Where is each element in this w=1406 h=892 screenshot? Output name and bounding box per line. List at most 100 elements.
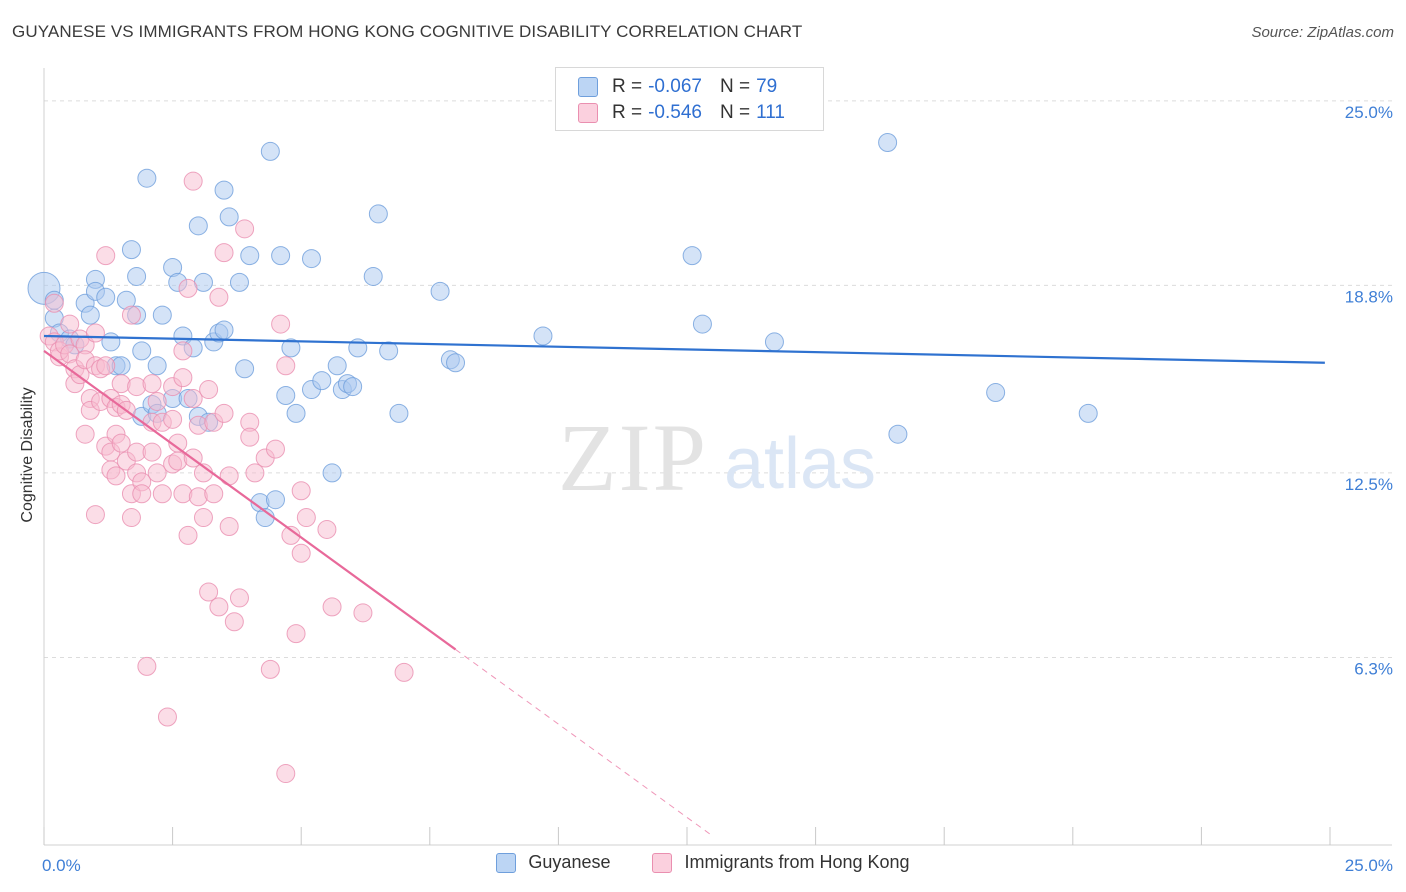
point-hong-kong: [96, 356, 116, 376]
point-guyanese: [219, 207, 239, 227]
point-guyanese: [240, 246, 260, 266]
point-hong-kong: [291, 481, 311, 501]
point-guyanese: [327, 356, 347, 376]
swatch-guyanese: [496, 852, 517, 873]
series-legend: Guyanese Immigrants from Hong Kong: [0, 852, 1406, 873]
point-hong-kong: [296, 508, 316, 528]
legend-label: Immigrants from Hong Kong: [684, 852, 910, 872]
trendline-hong-kong: [43, 349, 457, 651]
point-hong-kong: [219, 466, 239, 486]
point-hong-kong: [353, 603, 373, 623]
point-hong-kong: [286, 624, 306, 644]
point-hong-kong: [199, 582, 219, 602]
point-hong-kong: [188, 415, 208, 435]
point-hong-kong: [142, 374, 162, 394]
point-hong-kong: [183, 388, 203, 408]
point-hong-kong: [235, 219, 255, 239]
legend-item-guyanese[interactable]: Guyanese: [496, 852, 610, 873]
point-guyanese: [214, 180, 234, 200]
y-tick-label: 25.0%: [1345, 103, 1393, 122]
point-hong-kong: [147, 391, 167, 411]
point-guyanese: [265, 490, 285, 510]
point-guyanese: [188, 216, 208, 236]
point-hong-kong: [209, 287, 229, 307]
point-guyanese: [281, 338, 301, 358]
stats-legend: R = -0.067 N = 79 R = -0.546 N = 111: [555, 67, 824, 131]
point-hong-kong: [317, 519, 337, 539]
point-guyanese: [389, 403, 409, 423]
point-guyanese: [96, 287, 116, 307]
point-guyanese: [147, 356, 167, 376]
y-tick-label: 12.5%: [1345, 475, 1393, 494]
swatch-hong-kong: [578, 103, 598, 123]
point-hong-kong: [322, 597, 342, 617]
watermark-zip: ZIP: [558, 404, 708, 511]
n-value: 79: [756, 76, 778, 97]
n-label: N =: [719, 76, 751, 97]
point-hong-kong: [111, 433, 131, 453]
point-hong-kong: [204, 484, 224, 504]
stats-row-hong-kong: R = -0.546 N = 111: [578, 101, 785, 125]
point-guyanese: [80, 305, 100, 325]
point-hong-kong: [178, 525, 198, 545]
r-label: R =: [612, 102, 643, 123]
point-guyanese: [446, 353, 466, 373]
point-guyanese: [379, 341, 399, 361]
point-hong-kong: [96, 246, 116, 266]
y-tick-label: 6.3%: [1354, 659, 1393, 678]
n-label: N =: [719, 102, 751, 123]
chart-title: GUYANESE VS IMMIGRANTS FROM HONG KONG CO…: [12, 22, 803, 41]
axes: [43, 68, 1392, 846]
point-hong-kong: [121, 305, 141, 325]
point-guyanese: [214, 320, 234, 340]
point-guyanese: [764, 332, 784, 352]
point-guyanese: [276, 386, 296, 406]
point-guyanese: [363, 266, 383, 286]
gridlines: [44, 100, 1392, 658]
point-guyanese: [368, 204, 388, 224]
point-guyanese: [286, 403, 306, 423]
point-hong-kong: [193, 508, 213, 528]
point-hong-kong: [137, 656, 157, 676]
point-hong-kong: [214, 243, 234, 263]
point-hong-kong: [276, 764, 296, 784]
x-tick-label: 0.0%: [42, 856, 81, 875]
point-guyanese: [229, 272, 249, 292]
point-guyanese: [322, 463, 342, 483]
point-hong-kong: [44, 293, 64, 313]
point-guyanese: [260, 141, 280, 161]
point-hong-kong: [188, 487, 208, 507]
point-hong-kong: [127, 377, 147, 397]
point-guyanese: [878, 132, 898, 152]
point-hong-kong: [229, 588, 249, 608]
point-guyanese: [152, 305, 172, 325]
point-hong-kong: [240, 427, 260, 447]
point-guyanese: [271, 246, 291, 266]
legend-item-hong-kong[interactable]: Immigrants from Hong Kong: [652, 852, 910, 873]
point-guyanese: [235, 359, 255, 379]
point-hong-kong: [199, 380, 219, 400]
point-guyanese: [127, 266, 147, 286]
point-hong-kong: [60, 314, 80, 334]
point-guyanese: [1078, 403, 1098, 423]
point-hong-kong: [173, 368, 193, 388]
r-label: R =: [612, 76, 643, 97]
point-hong-kong: [173, 341, 193, 361]
point-guyanese: [986, 383, 1006, 403]
point-hong-kong: [394, 662, 414, 682]
legend-label: Guyanese: [528, 852, 611, 872]
point-hong-kong: [85, 323, 105, 343]
point-guyanese: [430, 281, 450, 301]
point-guyanese: [533, 326, 553, 346]
point-hong-kong: [75, 424, 95, 444]
point-guyanese: [692, 314, 712, 334]
data-points: [27, 132, 1098, 784]
point-guyanese: [121, 240, 141, 260]
point-hong-kong: [121, 508, 141, 528]
y-tick-label: 18.8%: [1345, 287, 1393, 306]
point-hong-kong: [85, 505, 105, 525]
point-hong-kong: [219, 516, 239, 536]
point-hong-kong: [106, 466, 126, 486]
point-guyanese: [101, 332, 121, 352]
